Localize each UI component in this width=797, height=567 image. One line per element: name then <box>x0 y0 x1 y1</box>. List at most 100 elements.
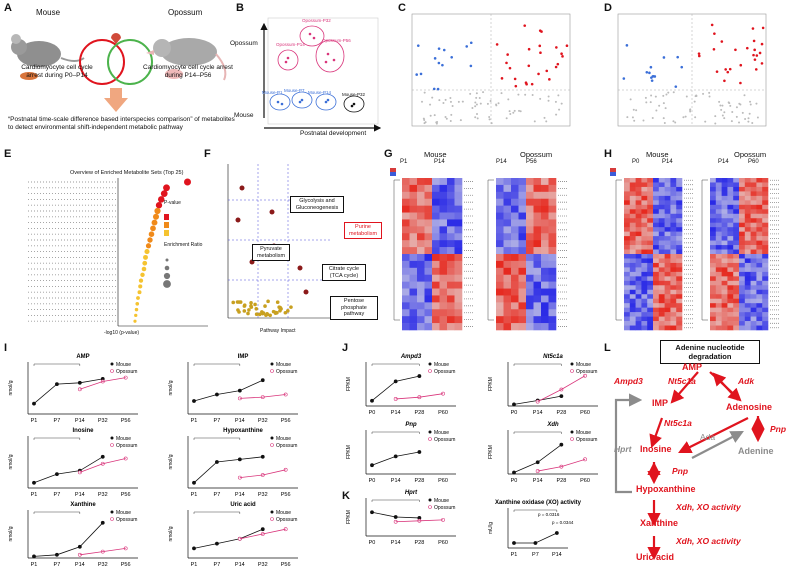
heatmap-cell <box>641 218 648 224</box>
chart-x-tick: P56 <box>121 492 131 498</box>
heatmap-cell <box>739 285 746 291</box>
heatmap-cell <box>647 307 654 313</box>
heatmap-cell <box>653 271 660 277</box>
heatmap-cell <box>641 254 648 259</box>
heatmap-cell <box>409 260 418 269</box>
heatmap-cell <box>744 285 751 291</box>
heatmap-cell <box>670 231 677 237</box>
heatmap-cell <box>635 195 642 201</box>
enrich-legend-size <box>163 280 171 288</box>
heatmap-cell <box>541 323 549 331</box>
heatmap-cell <box>424 184 433 193</box>
heatmap-cell <box>658 316 665 322</box>
heatmap-cell <box>756 204 763 210</box>
volcano-point-up <box>752 53 755 57</box>
box-citrate: Citrate cycle (TCA cycle) <box>322 264 366 281</box>
heatmap-cell <box>533 226 542 234</box>
heatmap-cell <box>439 288 448 296</box>
enrich-dot <box>138 284 143 289</box>
heatmap-cell <box>670 227 677 232</box>
heatmap-cell <box>676 303 683 308</box>
heatmap-cell <box>629 218 636 224</box>
volcano-point <box>475 92 478 95</box>
heatmap-cell <box>526 240 534 248</box>
enrich-dot <box>150 225 156 232</box>
path-point <box>289 305 293 309</box>
heatmap-cell <box>739 227 746 232</box>
heatmap-cell <box>496 295 504 303</box>
heatmap-cell <box>409 247 418 255</box>
heatmap-cell <box>641 289 648 295</box>
enzyme-xdh-1: Xdh, XO activity <box>676 502 741 512</box>
volcano-point <box>748 112 751 115</box>
path-point-sig <box>239 185 245 191</box>
heatmap-cell <box>447 274 455 282</box>
path-point <box>266 299 270 304</box>
heatmap-cell <box>721 222 728 228</box>
sig-bracket <box>371 363 420 366</box>
chart-x-tick: P14 <box>391 478 401 484</box>
heatmap-cell <box>756 280 763 286</box>
heatmap-cell <box>409 212 418 220</box>
heatmap-cell <box>541 212 549 220</box>
volcano-point <box>451 105 454 108</box>
heatmap-cell <box>447 219 455 227</box>
heatmap-cell <box>710 191 717 197</box>
legend-mouse-marker <box>428 362 432 366</box>
volcano-point <box>519 110 522 113</box>
heatmap-cell <box>503 309 512 317</box>
heatmap-cell <box>676 307 683 313</box>
heatmap-cell <box>629 312 636 317</box>
legend-opossum-text: Opossum <box>434 369 455 375</box>
heatmap-cell <box>676 267 683 273</box>
volcano-point-up <box>500 77 504 80</box>
heatmap-cell <box>447 260 455 269</box>
volcano-point-up <box>514 84 518 88</box>
heatmap-cell <box>756 298 763 304</box>
chart-x-tick: P14 <box>552 552 562 558</box>
chart-title: Xanthine oxidase (XO) activity <box>495 500 582 506</box>
volcano-point-up <box>712 47 716 51</box>
heatmap-cell <box>664 213 671 219</box>
heatmap-cell <box>624 218 631 224</box>
volcano-point <box>422 117 425 120</box>
heatmap-cell <box>641 298 648 304</box>
heatmap-cell <box>503 226 512 234</box>
panel-l-letter: L <box>604 342 611 354</box>
heatmap-cell <box>548 219 557 227</box>
heatmap-cell <box>417 254 425 262</box>
heatmap-cell <box>624 240 631 246</box>
heatmap-cell <box>756 307 763 313</box>
heatmap-cell <box>670 262 677 268</box>
heatmap-cell <box>511 233 519 241</box>
heatmap-cell <box>739 276 746 282</box>
sig-bracket <box>33 511 81 514</box>
heatmap-cell <box>762 271 769 277</box>
volcano-point <box>631 116 634 119</box>
heatmap-cell <box>635 280 642 286</box>
path-point-sig <box>235 217 241 223</box>
heatmap-cell <box>635 258 642 264</box>
heatmap-cell <box>503 274 512 282</box>
heatmap-cell <box>402 295 410 303</box>
heatmap-cell <box>653 231 660 237</box>
heatmap-cell <box>548 260 557 269</box>
heatmap-cell <box>739 195 746 201</box>
heatmap-cell <box>653 200 660 206</box>
heatmap-cell <box>541 267 549 276</box>
heatmap-cell <box>409 219 418 227</box>
panel-k-letter: K <box>342 490 350 502</box>
panel-a-letter: A <box>4 2 12 14</box>
heatmap-cell <box>727 209 734 215</box>
heatmap-cell <box>664 321 671 326</box>
volcano-point <box>486 102 489 105</box>
heatmap-cell <box>653 254 660 259</box>
heatmap-cell <box>715 307 722 313</box>
heatmap-cell <box>739 254 746 259</box>
heatmap-cell <box>744 204 751 210</box>
heatmap-cell <box>424 205 433 213</box>
heatmap-cell <box>624 213 631 219</box>
chart-x-tick: P7 <box>54 492 61 498</box>
volcano-point <box>476 117 479 120</box>
